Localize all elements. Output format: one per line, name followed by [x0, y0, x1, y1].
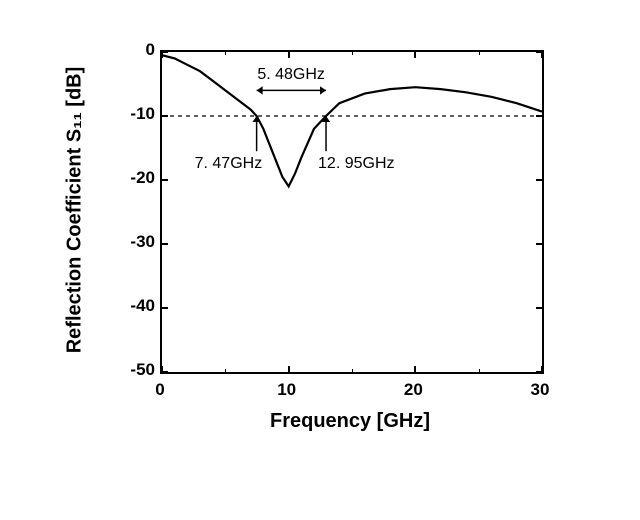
plot-area: 5. 48GHz 7. 47GHz 12. 95GHz [160, 50, 544, 374]
x-tick-label: 20 [404, 380, 423, 400]
left-freq-label: 7. 47GHz [195, 155, 263, 173]
plot-svg [162, 52, 542, 372]
x-tick-label: 10 [277, 380, 296, 400]
y-tick-label: -10 [120, 104, 155, 124]
x-axis-title: Frequency [GHz] [270, 410, 430, 433]
y-tick-label: -40 [120, 296, 155, 316]
y-tick-label: -20 [120, 168, 155, 188]
right-freq-label: 12. 95GHz [318, 155, 394, 173]
x-tick-label: 0 [155, 380, 164, 400]
s11-chart: Reflection Coefficient S₁₁ [dB] Frequenc… [50, 30, 590, 470]
bandwidth-label: 5. 48GHz [257, 66, 325, 84]
y-axis-title: Reflection Coefficient S₁₁ [dB] [64, 67, 87, 354]
bandwidth-arrows [252, 86, 330, 151]
y-tick-label: -50 [120, 360, 155, 380]
y-tick-label: -30 [120, 232, 155, 252]
x-tick-label: 30 [531, 380, 550, 400]
y-tick-label: 0 [120, 40, 155, 60]
